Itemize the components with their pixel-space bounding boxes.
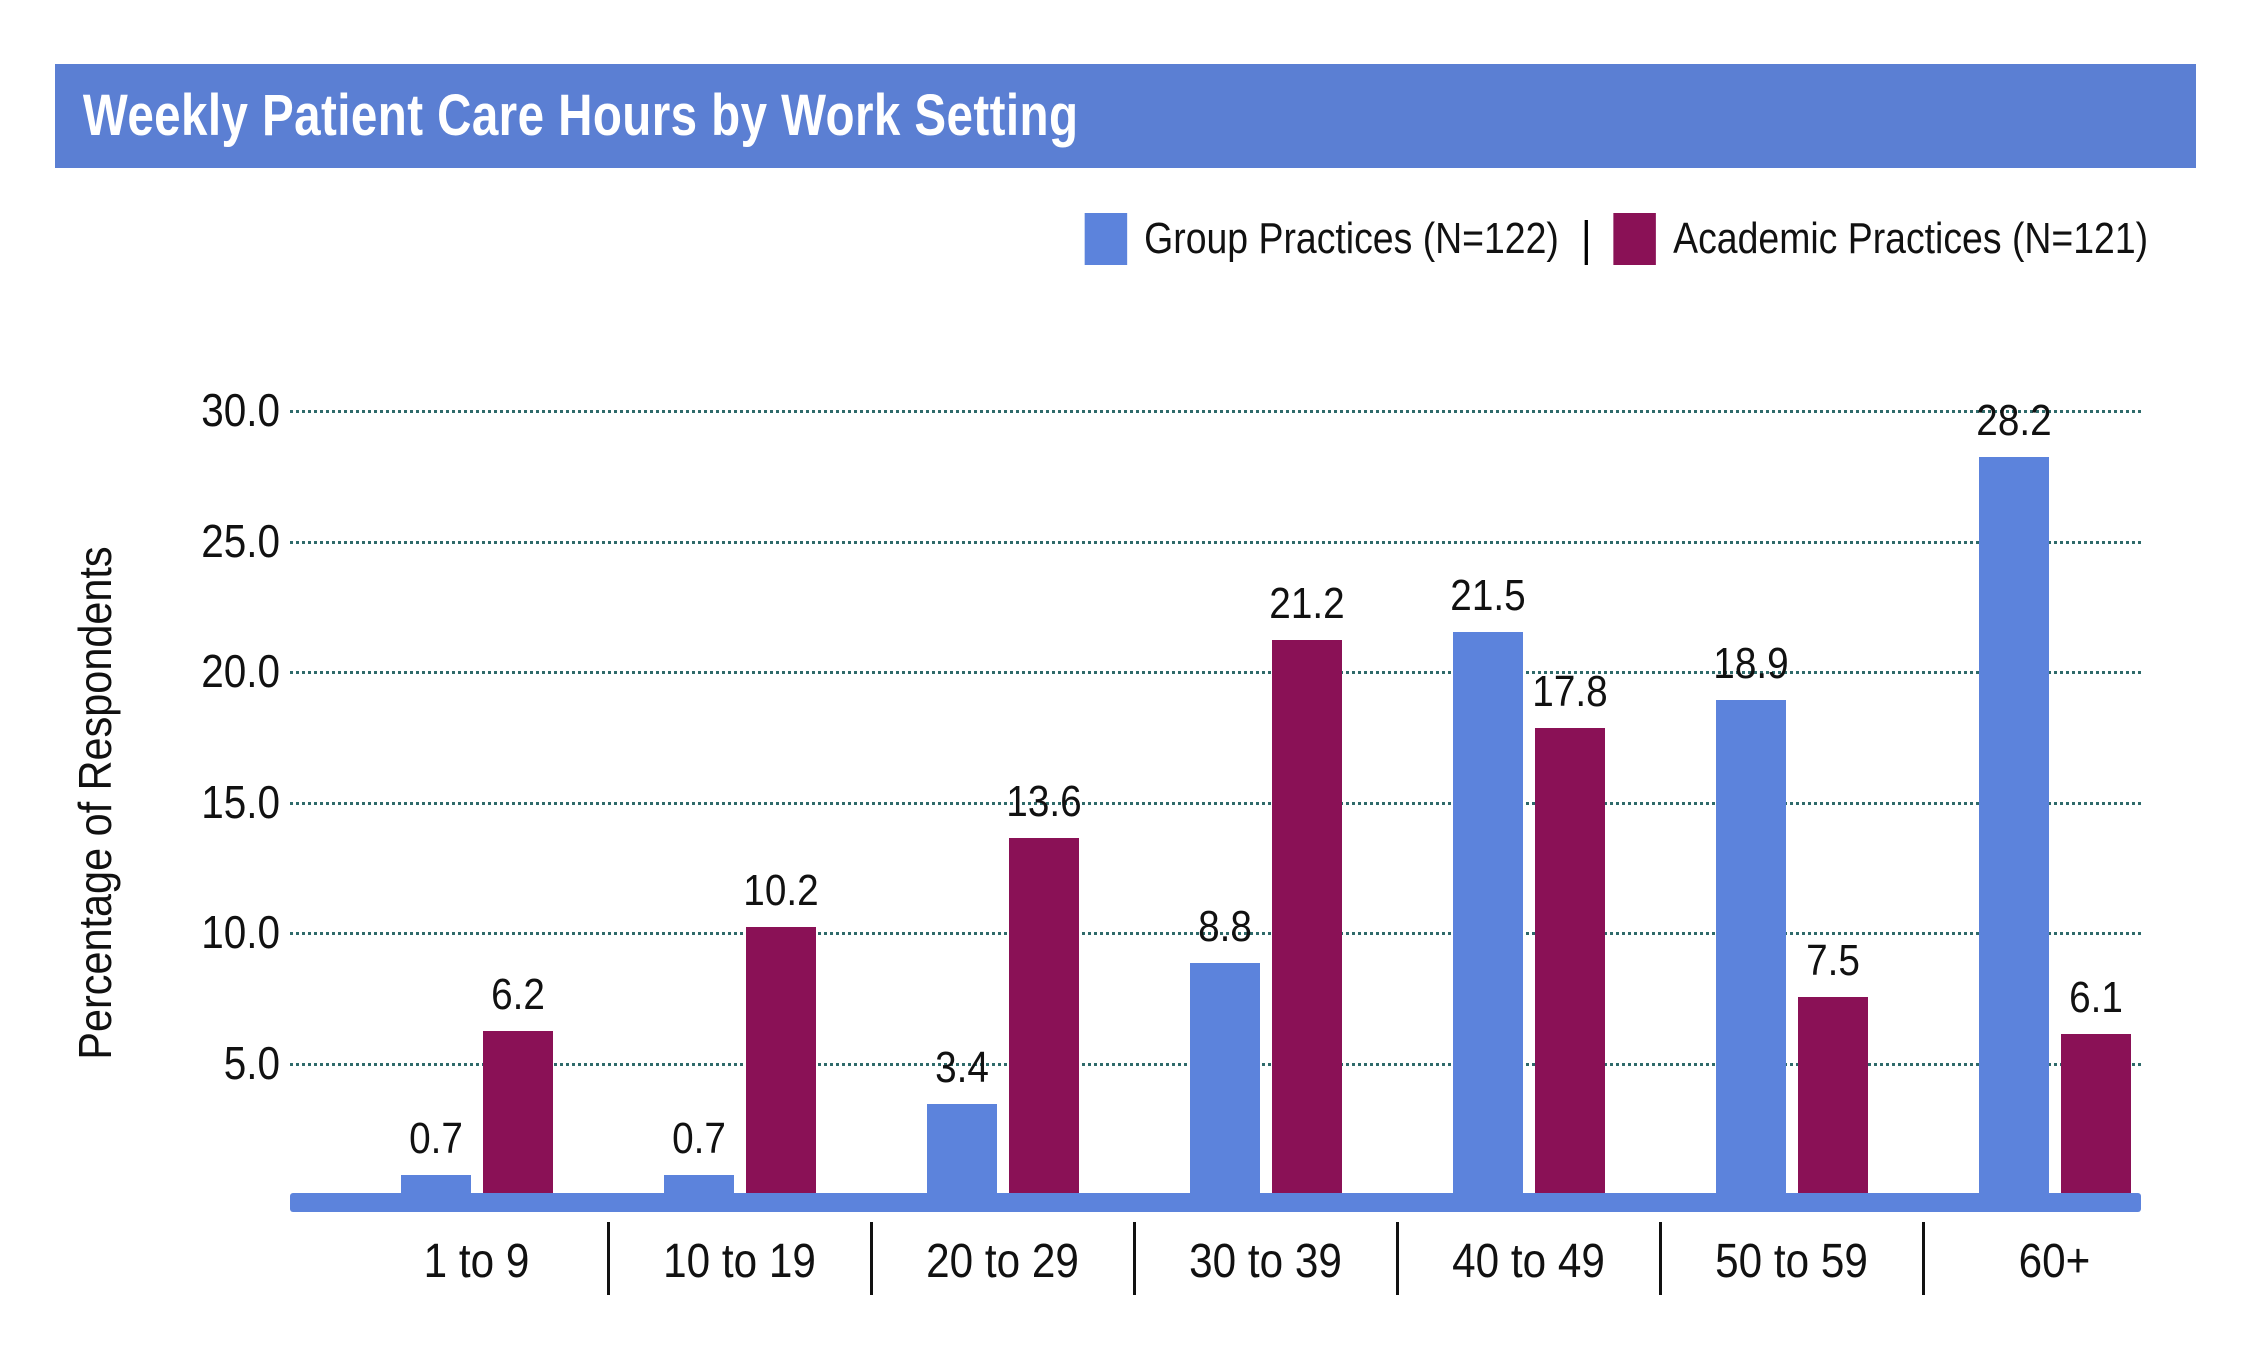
- category-separator-line: [1922, 1222, 1925, 1295]
- x-axis-category-label: 10 to 19: [663, 1235, 816, 1288]
- bar-value-label: 7.5: [1805, 936, 1860, 986]
- gridline: [290, 932, 2141, 935]
- legend-label-group-practices: Group Practices (N=122): [1144, 214, 1559, 263]
- bar-group-practices: [663, 1174, 734, 1193]
- category-separator-line: [1659, 1222, 1662, 1295]
- x-axis-category-label: 1 to 9: [423, 1235, 530, 1288]
- bar-value-label: 21.2: [1268, 578, 1345, 628]
- category-separator-line: [607, 1222, 610, 1295]
- x-axis-baseline: [290, 1193, 2141, 1212]
- x-axis-category-label: 60+: [2018, 1235, 2091, 1288]
- bar-academic-practices: [2060, 1033, 2131, 1193]
- gridline: [290, 410, 2141, 413]
- bar-academic-practices: [745, 926, 816, 1193]
- bar-group-practices: [1978, 456, 2049, 1193]
- bar-value-label: 0.7: [671, 1113, 726, 1163]
- bar-group-practices: [926, 1104, 997, 1193]
- bar-value-label: 0.7: [408, 1113, 463, 1163]
- x-axis-category-label: 40 to 49: [1452, 1235, 1605, 1288]
- y-axis-tick-label: 20.0: [201, 645, 280, 697]
- bar-value-label: 28.2: [1975, 395, 2052, 445]
- bar-academic-practices: [1797, 997, 1868, 1193]
- legend-swatch-academic-practices: [1613, 213, 1657, 265]
- legend-separator: |: [1580, 212, 1592, 266]
- bar-academic-practices: [482, 1031, 553, 1193]
- y-axis-tick-label: 5.0: [223, 1036, 280, 1089]
- bar-group-practices: [1189, 963, 1260, 1193]
- bar-group-practices: [1452, 631, 1523, 1193]
- gridline: [290, 671, 2141, 674]
- legend-label-academic-practices: Academic Practices (N=121): [1673, 214, 2148, 263]
- x-axis-category-label: 20 to 29: [926, 1235, 1079, 1288]
- bar-academic-practices: [1008, 838, 1079, 1193]
- legend-swatch-group-practices: [1084, 213, 1128, 265]
- bar-value-label: 6.1: [2068, 972, 2123, 1022]
- bar-value-label: 10.2: [742, 865, 819, 915]
- y-axis-title: Percentage of Respondents: [69, 546, 121, 1060]
- y-axis-tick-label: 15.0: [201, 775, 280, 828]
- bar-academic-practices: [1271, 639, 1342, 1193]
- legend: Group Practices (N=122) | Academic Pract…: [1084, 210, 2148, 268]
- gridline: [290, 540, 2141, 544]
- bar-value-label: 6.2: [490, 970, 545, 1020]
- bar-group-practices: [400, 1174, 471, 1193]
- x-axis-category-label: 30 to 39: [1189, 1235, 1342, 1288]
- page-title: Weekly Patient Care Hours by Work Settin…: [82, 83, 1079, 148]
- category-separator-line: [1396, 1222, 1399, 1295]
- bar-value-label: 18.9: [1712, 638, 1789, 688]
- bar-group-practices: [1715, 699, 1786, 1193]
- bar-value-label: 13.6: [1005, 777, 1082, 827]
- chart-title-bar: Weekly Patient Care Hours by Work Settin…: [55, 64, 2196, 168]
- y-axis-tick-label: 30.0: [201, 384, 280, 436]
- category-separator-line: [1133, 1222, 1136, 1295]
- y-axis-tick-label: 25.0: [201, 514, 280, 567]
- bar-value-label: 3.4: [934, 1043, 989, 1093]
- y-axis-tick-label: 10.0: [201, 906, 280, 958]
- bar-academic-practices: [1534, 728, 1605, 1193]
- x-axis-category-label: 50 to 59: [1715, 1235, 1868, 1288]
- bar-value-label: 17.8: [1531, 667, 1608, 717]
- gridline: [290, 801, 2141, 805]
- bar-value-label: 21.5: [1449, 570, 1526, 620]
- category-separator-line: [870, 1222, 873, 1295]
- bar-value-label: 8.8: [1197, 902, 1252, 952]
